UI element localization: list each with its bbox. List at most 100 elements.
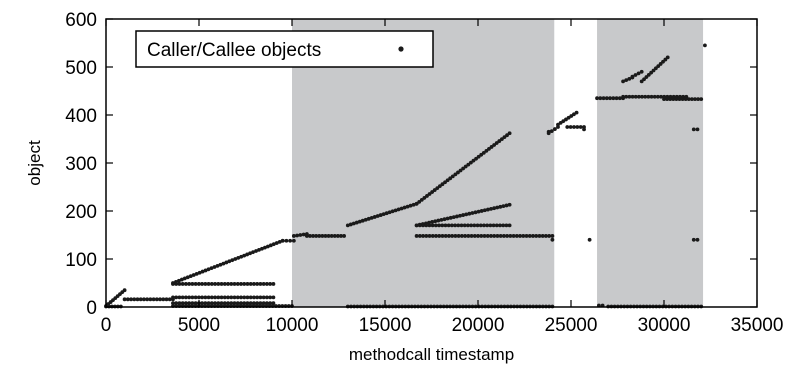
data-point — [185, 275, 190, 280]
data-point — [471, 158, 476, 163]
data-point — [206, 301, 211, 306]
data-point — [284, 238, 289, 243]
data-point — [502, 234, 506, 238]
data-point — [271, 301, 276, 306]
data-point — [492, 234, 497, 238]
data-point — [271, 295, 276, 300]
data-point — [598, 96, 603, 101]
data-point — [252, 282, 256, 286]
data-point — [455, 214, 459, 219]
data-point — [430, 220, 435, 224]
data-point — [216, 282, 221, 286]
data-point — [668, 97, 673, 102]
data-point — [182, 276, 187, 281]
data-point — [200, 269, 205, 274]
data-point — [351, 221, 356, 226]
data-point — [574, 110, 579, 115]
data-point — [298, 233, 303, 237]
data-point — [180, 301, 185, 306]
data-point — [501, 204, 506, 209]
data-point — [505, 234, 510, 238]
data-point — [226, 295, 230, 300]
data-point — [649, 94, 654, 99]
data-point — [484, 148, 489, 153]
data-point — [291, 234, 296, 238]
data-point — [440, 182, 445, 187]
data-point — [196, 295, 201, 300]
y-tick-label: 600 — [65, 10, 97, 31]
data-point — [680, 97, 685, 102]
data-point — [575, 125, 580, 129]
data-point — [288, 238, 293, 243]
data-point — [222, 282, 227, 286]
data-point — [161, 297, 166, 302]
data-point — [209, 266, 214, 271]
data-point — [222, 301, 227, 306]
data-point — [194, 271, 199, 276]
data-point — [255, 282, 260, 286]
point-run-24 — [639, 55, 670, 84]
data-point — [432, 188, 437, 192]
data-point — [488, 223, 493, 228]
data-point — [138, 297, 143, 302]
data-point — [549, 129, 554, 134]
data-point — [608, 96, 612, 101]
data-point — [481, 150, 486, 155]
data-point — [248, 251, 252, 256]
data-point — [203, 295, 208, 300]
data-point — [184, 301, 188, 306]
point-run-5 — [171, 282, 276, 286]
data-point — [453, 223, 457, 228]
data-point — [604, 96, 609, 101]
data-point — [188, 274, 193, 279]
data-point — [308, 234, 312, 238]
data-point — [151, 297, 156, 302]
data-point — [448, 215, 453, 220]
data-point — [458, 213, 462, 218]
data-point — [311, 234, 315, 238]
data-point — [419, 197, 424, 202]
data-point — [665, 55, 670, 60]
data-point — [277, 240, 282, 244]
data-point — [206, 282, 211, 286]
data-point — [174, 295, 179, 300]
data-point — [193, 301, 198, 306]
data-point — [258, 301, 263, 306]
point-run-10 — [291, 232, 309, 238]
point-run-16 — [414, 234, 555, 238]
data-point — [164, 297, 169, 302]
data-point — [154, 297, 159, 302]
data-point — [271, 242, 276, 247]
y-tick-label: 0 — [86, 298, 97, 319]
data-point — [453, 172, 458, 177]
data-point — [226, 282, 230, 286]
data-point — [345, 223, 350, 228]
data-point — [402, 205, 407, 210]
data-point — [396, 207, 401, 212]
data-point — [215, 263, 220, 268]
data-point — [260, 246, 264, 251]
data-point — [226, 301, 230, 306]
data-point — [236, 255, 241, 260]
data-point — [190, 301, 195, 306]
data-point — [213, 295, 217, 300]
data-point — [393, 208, 398, 213]
data-point — [437, 234, 442, 238]
data-point — [463, 164, 468, 169]
data-point — [239, 301, 243, 306]
data-point — [646, 94, 651, 99]
data-point — [440, 223, 445, 228]
data-point — [190, 295, 195, 300]
data-point — [550, 237, 555, 242]
data-point — [229, 301, 234, 306]
axis-ticks: 0 5000 10000 15000 20000 25000 30000 35000 0 100 2… — [65, 10, 783, 336]
data-point — [691, 237, 696, 242]
data-point — [348, 222, 353, 227]
data-point — [191, 273, 196, 277]
legend-box — [135, 30, 434, 68]
data-point — [227, 259, 232, 264]
data-point — [254, 249, 258, 253]
data-point — [218, 262, 223, 267]
data-point — [467, 211, 472, 216]
data-point — [476, 234, 480, 238]
